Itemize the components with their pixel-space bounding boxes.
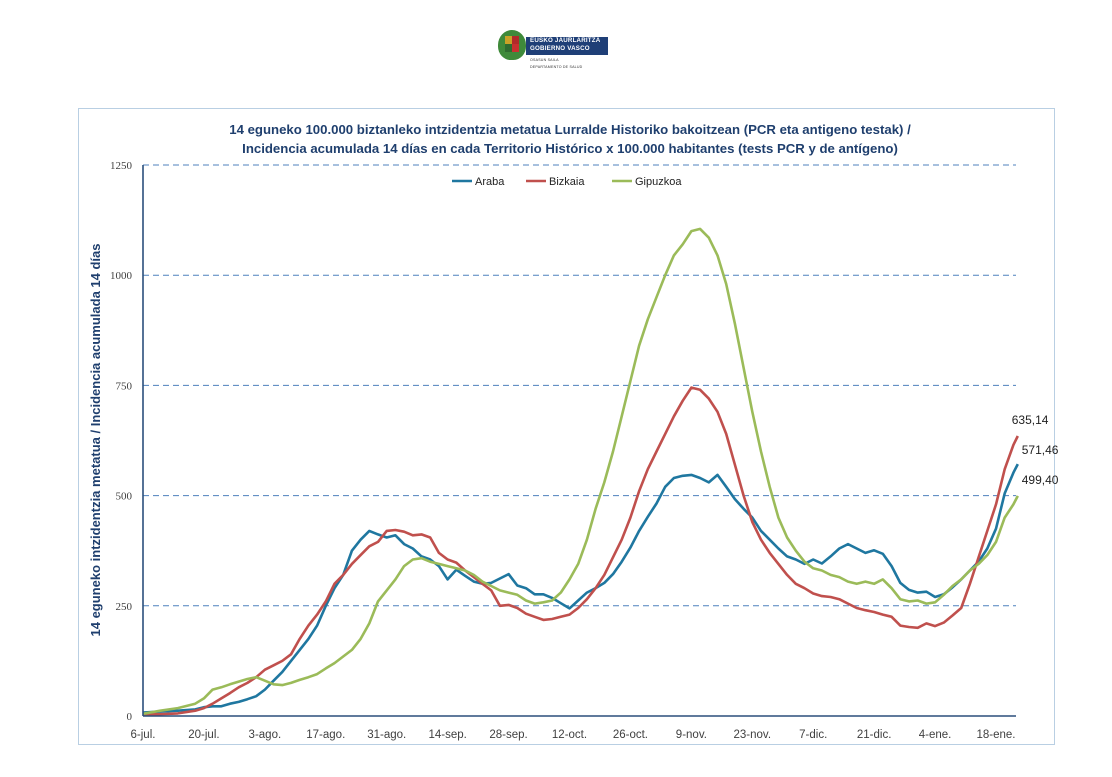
- end-value-label-araba: 571,46: [1022, 443, 1059, 457]
- y-tick-label: 250: [116, 601, 133, 613]
- series-line-bizkaia: [142, 386, 1019, 716]
- x-tick-label: 6-jul.: [131, 729, 156, 741]
- x-tick-label: 14-sep.: [428, 729, 466, 741]
- x-tick-label: 3-ago.: [249, 729, 282, 741]
- series-line-araba: [142, 463, 1019, 714]
- x-tick-label: 26-oct.: [613, 729, 648, 741]
- legend-label-araba: Araba: [475, 176, 505, 188]
- x-tick-label: 9-nov.: [676, 729, 707, 741]
- logo-line1: EUSKO JAURLARITZA: [530, 37, 601, 44]
- axes: [142, 165, 1016, 717]
- x-tick-label: 23-nov.: [734, 729, 772, 741]
- y-tick-label: 1250: [110, 160, 133, 172]
- x-tick-label: 12-oct.: [552, 729, 587, 741]
- logo-line2: GOBIERNO VASCO: [530, 45, 590, 52]
- y-tick-label: 500: [116, 491, 133, 503]
- end-value-label-bizkaia: 635,14: [1012, 413, 1049, 427]
- y-axis-ticks: 0 250 500 750 1000 1250: [110, 160, 133, 723]
- series-lines: [142, 227, 1019, 716]
- gridlines: [143, 164, 1016, 607]
- x-tick-label: 4-ene.: [919, 729, 952, 741]
- logo-dept2: DEPARTAMENTO DE SALUD: [530, 65, 583, 69]
- x-tick-label: 28-sep.: [489, 729, 527, 741]
- x-tick-label: 31-ago.: [367, 729, 406, 741]
- x-axis-ticks: 6-jul. 20-jul. 3-ago. 17-ago. 31-ago. 14-sep.…: [131, 729, 1016, 741]
- y-tick-label: 750: [116, 380, 133, 392]
- y-tick-label: 1000: [110, 270, 133, 282]
- basque-government-logo: EUSKO JAURLARITZA GOBIERNO VASCO OSASUN …: [498, 30, 618, 78]
- y-tick-label: 0: [127, 711, 133, 723]
- legend: Araba Bizkaia Gipuzkoa: [452, 176, 682, 188]
- chart-title-line1: 14 eguneko 100.000 biztanleko intzidentz…: [229, 122, 911, 137]
- x-tick-label: 20-jul.: [188, 729, 219, 741]
- logo-band: EUSKO JAURLARITZA GOBIERNO VASCO: [526, 37, 608, 55]
- x-tick-label: 18-ene.: [976, 729, 1015, 741]
- coat-of-arms-icon: [498, 30, 526, 60]
- chart-frame: [78, 108, 1055, 745]
- logo-dept1: OSASUN SAILA: [530, 58, 559, 62]
- x-tick-label: 17-ago.: [306, 729, 345, 741]
- end-labels: 571,46 635,14 499,40: [1012, 413, 1059, 487]
- legend-label-gipuzkoa: Gipuzkoa: [635, 176, 682, 188]
- end-value-label-gipuzkoa: 499,40: [1022, 473, 1059, 487]
- chart-title-line2: Incidencia acumulada 14 días en cada Ter…: [242, 141, 898, 156]
- series-line-gipuzkoa: [142, 227, 1019, 716]
- legend-label-bizkaia: Bizkaia: [549, 176, 585, 188]
- chart-title: 14 eguneko 100.000 biztanleko intzidentz…: [120, 120, 1020, 158]
- x-tick-label: 21-dic.: [857, 729, 892, 741]
- y-axis-label: 14 eguneko intzidentzia metatua / Incide…: [88, 243, 103, 636]
- x-tick-label: 7-dic.: [799, 729, 827, 741]
